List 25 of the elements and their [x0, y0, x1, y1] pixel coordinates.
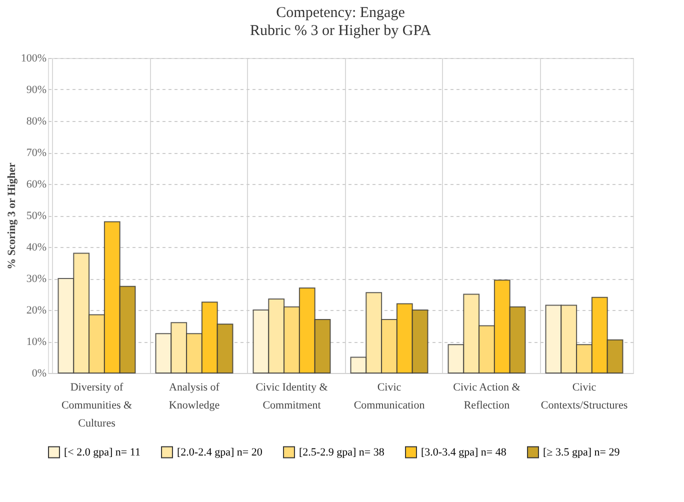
y-axis-title: % Scoring 3 or Higher — [6, 162, 18, 270]
y-tick-label: 50% — [26, 210, 46, 222]
legend-label: [2.0-2.4 gpa] n= 20 — [177, 446, 263, 458]
y-tick-label: 20% — [26, 304, 46, 316]
legend-label: [< 2.0 gpa] n= 11 — [64, 446, 140, 458]
x-tick-label: Civic Contexts/Structures — [540, 382, 628, 412]
y-tick-label: 90% — [26, 84, 46, 96]
x-tick-label: Civic Communication — [354, 382, 426, 412]
y-tick-label: 80% — [26, 116, 46, 128]
x-tick-label: Diversity of Communities & Cultures — [61, 382, 132, 430]
chart-title: Competency: Engage — [276, 5, 406, 21]
y-tick-label: 30% — [26, 273, 46, 285]
legend-label: [≥ 3.5 gpa] n= 29 — [543, 446, 620, 458]
y-tick-label: 60% — [26, 178, 46, 190]
x-tick-label: Analysis of Knowledge — [168, 382, 220, 412]
y-tick-label: 0% — [32, 368, 46, 380]
x-tick-label: Civic Identity & Commitment — [256, 382, 328, 412]
x-tick-label: Civic Action & Reflection — [453, 382, 521, 412]
y-tick-label: 100% — [20, 52, 46, 64]
chart-subtitle: Rubric % 3 or Higher by GPA — [250, 23, 432, 39]
y-tick-label: 40% — [26, 242, 46, 254]
legend-label: [3.0-3.4 gpa] n= 48 — [421, 446, 507, 458]
y-tick-label: 10% — [26, 336, 46, 348]
y-tick-label: 70% — [26, 147, 46, 159]
legend-label: [2.5-2.9 gpa] n= 38 — [299, 446, 385, 458]
